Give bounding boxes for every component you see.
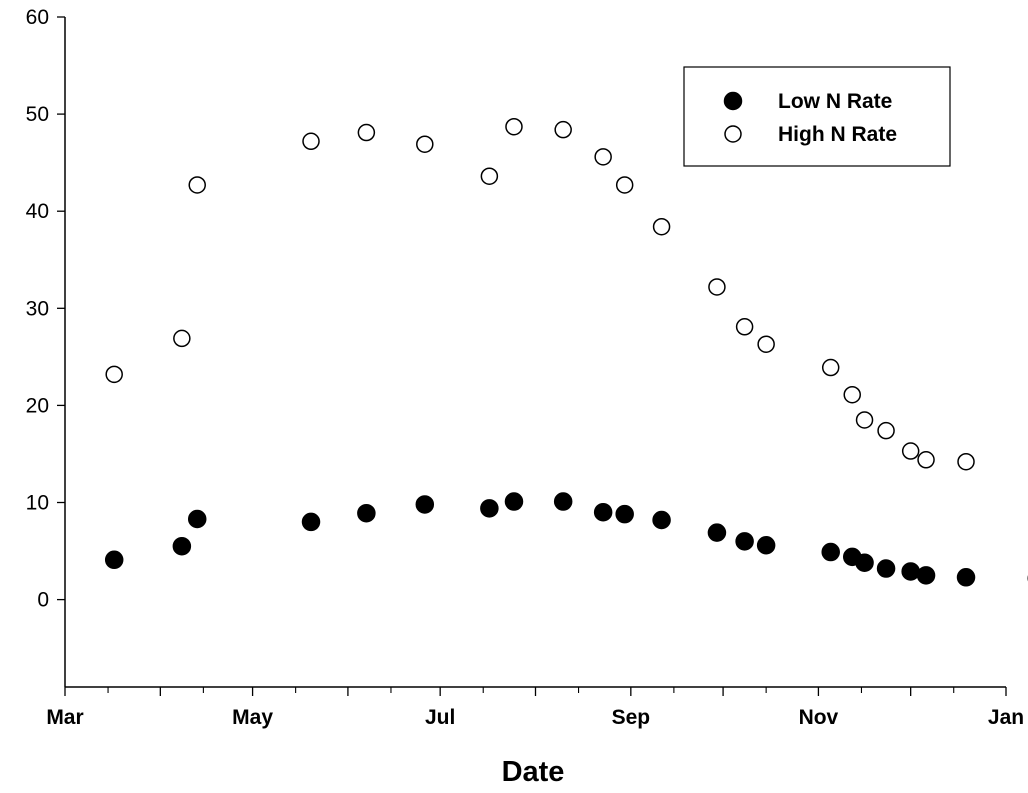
low-n-rate-point xyxy=(504,492,524,511)
x-tick-label: Nov xyxy=(799,706,839,729)
high-n-rate-point xyxy=(843,385,861,404)
legend: Low N Rate High N Rate xyxy=(683,66,951,167)
high-n-rate-point xyxy=(917,451,935,469)
legend-marker-low-n-rate xyxy=(723,91,743,111)
y-tick-label: 30 xyxy=(26,297,49,320)
x-tick-label: Jan xyxy=(988,706,1024,729)
high-n-rate-point xyxy=(877,421,895,440)
data-points xyxy=(104,117,1028,587)
low-n-rate-point xyxy=(956,568,976,587)
low-n-rate-point xyxy=(876,559,896,578)
legend-label-high-n-rate: High N Rate xyxy=(778,123,897,146)
y-tick-label: 60 xyxy=(26,6,49,29)
high-n-rate-point xyxy=(105,365,123,384)
y-tick-label: 20 xyxy=(26,394,49,417)
high-n-rate-point xyxy=(652,217,671,236)
high-n-rate-point xyxy=(480,167,499,185)
legend-marker-high-n-rate xyxy=(724,125,742,143)
low-n-rate-point xyxy=(187,509,207,529)
y-tick-label: 10 xyxy=(26,492,49,515)
legend-box xyxy=(683,66,951,167)
high-n-rate-point xyxy=(416,135,434,153)
low-n-rate-point xyxy=(593,502,613,522)
y-axis-ticks: 0 10 20 30 40 50 60 xyxy=(26,6,65,612)
high-n-rate-point xyxy=(957,452,975,471)
low-n-rate-point xyxy=(821,542,840,562)
high-n-rate-point xyxy=(188,176,206,194)
low-n-rate-point xyxy=(916,566,936,585)
x-tick-label: Sep xyxy=(612,706,651,729)
high-n-rate-point xyxy=(735,318,754,336)
high-n-rate-point xyxy=(302,132,320,151)
high-n-rate-point xyxy=(594,148,612,166)
y-tick-label: 40 xyxy=(26,200,49,223)
low-n-rate-point xyxy=(855,553,874,572)
high-n-rate-point xyxy=(901,442,920,460)
low-n-rate-point xyxy=(756,535,776,555)
low-n-rate-point xyxy=(480,499,499,518)
low-n-rate-point xyxy=(357,503,376,523)
high-n-rate-point xyxy=(357,123,376,142)
low-n-rate-point xyxy=(901,562,920,581)
low-n-rate-point xyxy=(415,495,435,514)
low-n-rate-point xyxy=(172,536,192,556)
y-tick-label: 0 xyxy=(37,589,49,612)
x-axis-title: Date xyxy=(502,756,565,788)
low-n-rate-point xyxy=(104,550,124,570)
high-n-rate-point xyxy=(757,335,775,353)
high-n-rate-point xyxy=(615,176,634,194)
high-n-rate-point xyxy=(708,278,726,296)
low-n-rate-point xyxy=(553,492,573,511)
high-n-rate-point xyxy=(173,329,191,348)
low-n-rate-point xyxy=(652,510,671,530)
low-n-rate-point xyxy=(301,512,321,532)
high-n-rate-point xyxy=(855,411,874,429)
legend-label-low-n-rate: Low N Rate xyxy=(778,90,892,113)
high-n-rate-point xyxy=(554,120,572,139)
y-tick-label: 50 xyxy=(26,103,49,126)
low-n-rate-point xyxy=(735,532,754,551)
x-tick-label: May xyxy=(232,706,273,729)
high-n-rate-point xyxy=(505,117,523,136)
high-n-rate-point xyxy=(821,358,840,377)
x-tick-label: Mar xyxy=(46,706,83,729)
low-n-rate-point xyxy=(707,523,727,542)
low-n-rate-point xyxy=(615,504,634,524)
x-tick-label: Jul xyxy=(425,706,455,729)
x-axis-ticks: Mar May Jul Sep Nov Jan xyxy=(46,687,1024,729)
